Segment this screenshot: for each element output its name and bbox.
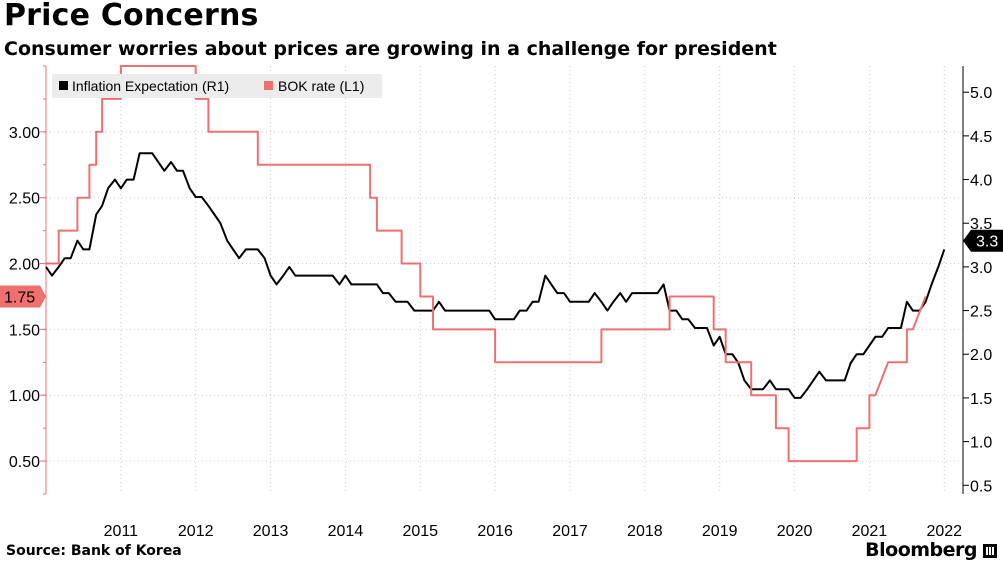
right-last-value-label: 3.3: [976, 234, 998, 251]
right-tick-label: 0.5: [970, 478, 992, 495]
right-last-value-badge: [963, 229, 1003, 252]
x-tick-label: 2011: [104, 523, 139, 540]
x-tick-label: 2014: [328, 523, 364, 540]
gridlines: [46, 66, 963, 494]
x-tick-label: 2017: [552, 523, 588, 540]
x-tick-label: 2020: [777, 523, 813, 540]
bloomberg-terminal-icon: [983, 544, 997, 558]
x-axis-ticks: 2011 2012 2013 2014 2015 2016 2017 2018 2019 2020…: [104, 523, 963, 540]
legend-label-bok: BOK rate (L1): [278, 78, 364, 94]
right-tick-label: 4.5: [970, 129, 992, 146]
legend-swatch-bok: [264, 81, 273, 90]
left-tick-label: 1.00: [9, 388, 40, 405]
x-tick-label: 2019: [702, 523, 738, 540]
right-tick-label: 1.0: [970, 435, 992, 452]
x-tick-label: 2015: [402, 523, 438, 540]
right-tick-label: 5.0: [970, 85, 992, 102]
legend-label-inflation: Inflation Expectation (R1): [72, 78, 229, 94]
left-last-value-label: 1.75: [4, 289, 35, 306]
axes: [45, 66, 964, 494]
x-tick-label: 2022: [926, 523, 962, 540]
right-tick-label: 3.5: [970, 216, 992, 233]
left-tick-label: 0.50: [9, 454, 40, 471]
series: [45, 65, 946, 463]
x-tick-label: 2021: [852, 523, 888, 540]
inflation-expectation-line: [45, 152, 946, 399]
bok-rate-line: [46, 65, 927, 463]
legend: Inflation Expectation (R1) BOK rate (L1): [52, 74, 382, 98]
chart-title: Price Concerns: [4, 0, 259, 33]
last-value-badges: 1.75 3.3: [0, 229, 1003, 308]
left-tick-label: 2.00: [9, 257, 40, 274]
x-tick-label: 2016: [477, 523, 513, 540]
x-tick-label: 2013: [253, 523, 289, 540]
x-tick-label: 2018: [627, 523, 663, 540]
source-note: Source: Bank of Korea: [6, 543, 182, 559]
left-tick-label: 2.50: [9, 191, 40, 208]
right-tick-label: 4.0: [970, 173, 992, 190]
left-axis-ticks: 0.50 1.00 1.50 2.00 2.50 3.00: [9, 65, 46, 495]
legend-background: [52, 74, 382, 98]
left-tick-label: 3.00: [9, 125, 40, 142]
right-axis-ticks: 0.5 1.0 1.5 2.0 2.5 3.0 3.5 4.0 4.5 5.0: [963, 85, 992, 495]
chart-subtitle: Consumer worries about prices are growin…: [4, 38, 777, 60]
left-tick-label: 1.50: [9, 322, 40, 339]
right-tick-label: 2.0: [970, 347, 992, 364]
left-last-value-badge: [0, 285, 46, 308]
legend-swatch-inflation: [59, 81, 68, 90]
bloomberg-logo: Bloomberg: [865, 539, 977, 561]
x-tick-label: 2012: [178, 523, 214, 540]
right-tick-label: 3.0: [970, 260, 992, 277]
right-tick-label: 1.5: [970, 391, 992, 408]
right-tick-label: 2.5: [970, 304, 992, 321]
